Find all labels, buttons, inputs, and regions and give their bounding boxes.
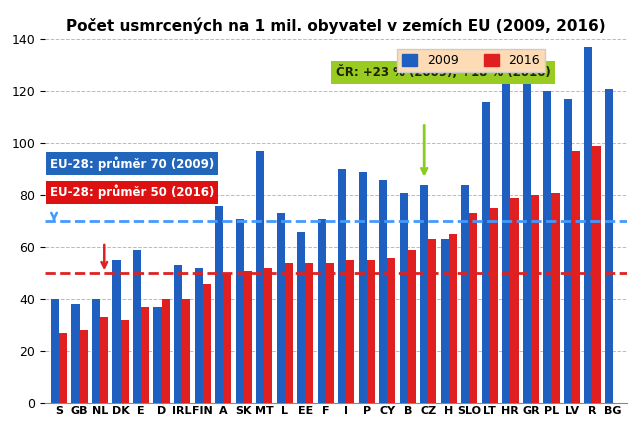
Bar [502, 65, 510, 403]
Bar [223, 273, 232, 403]
Text: EU-28: průměr 70 (2009): EU-28: průměr 70 (2009) [50, 156, 214, 171]
Bar [285, 263, 293, 403]
Bar [564, 99, 572, 403]
Bar [367, 260, 375, 403]
Bar [523, 76, 531, 403]
Bar [387, 258, 396, 403]
Bar [113, 260, 121, 403]
Text: ČR: +23 % (2009), +18 % (2016): ČR: +23 % (2009), +18 % (2016) [336, 65, 551, 79]
Bar [326, 263, 334, 403]
Bar [593, 146, 600, 403]
Bar [449, 234, 457, 403]
Bar [203, 283, 211, 403]
Bar [154, 307, 162, 403]
Bar [121, 320, 129, 403]
Bar [133, 250, 141, 403]
Bar [215, 205, 223, 403]
Bar [59, 333, 67, 403]
Bar [461, 185, 469, 403]
Bar [469, 213, 477, 403]
Bar [510, 198, 518, 403]
Bar [428, 239, 436, 403]
Bar [92, 299, 100, 403]
Bar [236, 219, 244, 403]
Bar [276, 213, 285, 403]
Bar [264, 268, 273, 403]
Bar [79, 330, 88, 403]
Bar [490, 208, 498, 403]
Bar [244, 271, 252, 403]
Bar [174, 265, 182, 403]
Title: Počet usmrcených na 1 mil. obyvatel v zemích EU (2009, 2016): Počet usmrcených na 1 mil. obyvatel v ze… [66, 18, 606, 34]
Bar [100, 317, 108, 403]
Bar [182, 299, 191, 403]
Bar [305, 263, 314, 403]
Bar [572, 151, 580, 403]
Bar [399, 193, 408, 403]
Bar [531, 195, 539, 403]
Bar [162, 299, 170, 403]
Bar [317, 219, 326, 403]
Bar [420, 185, 428, 403]
Bar [72, 304, 79, 403]
Bar [440, 239, 449, 403]
Bar [195, 268, 203, 403]
Bar [584, 47, 593, 403]
Bar [297, 232, 305, 403]
Bar [346, 260, 355, 403]
Bar [51, 299, 59, 403]
Bar [358, 172, 367, 403]
Bar [551, 193, 559, 403]
Bar [408, 250, 416, 403]
Bar [338, 169, 346, 403]
Legend: 2009, 2016: 2009, 2016 [397, 49, 545, 72]
Text: EU-28: průměr 50 (2016): EU-28: průměr 50 (2016) [50, 185, 214, 199]
Bar [256, 151, 264, 403]
Bar [543, 92, 551, 403]
Bar [605, 89, 613, 403]
Bar [141, 307, 149, 403]
Bar [379, 180, 387, 403]
Bar [482, 102, 490, 403]
